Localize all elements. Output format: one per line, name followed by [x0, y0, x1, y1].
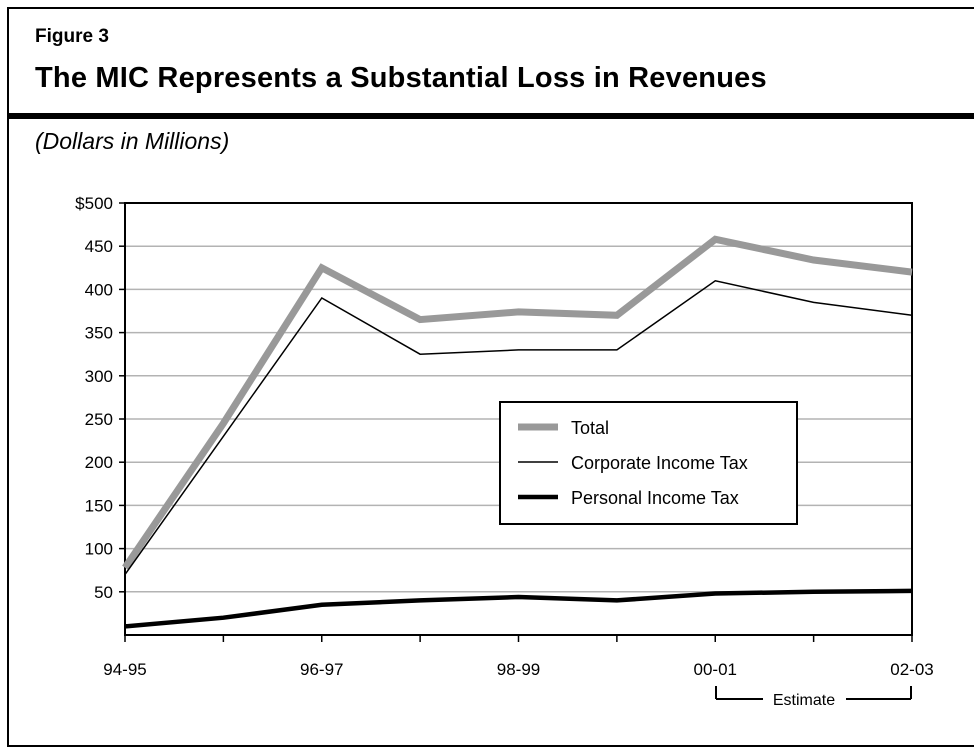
y-tick-label: 400 — [85, 280, 113, 299]
legend-label-personal: Personal Income Tax — [571, 488, 739, 508]
estimate-bracket: Estimate — [715, 686, 912, 709]
y-tick-label: $500 — [75, 194, 113, 213]
figure-subtitle: (Dollars in Millions) — [35, 128, 230, 154]
series-line-total — [122, 235, 913, 570]
y-tick-label: 100 — [85, 540, 113, 559]
y-tick-label: 450 — [85, 237, 113, 256]
y-tick-label: 350 — [85, 324, 113, 343]
legend-label-corporate: Corporate Income Tax — [571, 453, 748, 473]
x-tick-label: 96-97 — [300, 660, 343, 679]
x-tick-label: 02-03 — [890, 660, 933, 679]
x-tick-label: 94-95 — [103, 660, 146, 679]
x-tick-label: 98-99 — [497, 660, 540, 679]
figure-label: Figure 3 — [35, 26, 109, 47]
y-tick-label: 250 — [85, 410, 113, 429]
y-axis-ticks: $500 450 400 350 300 250 200 150 100 50 — [75, 194, 125, 602]
figure-title: The MIC Represents a Substantial Loss in… — [35, 62, 767, 94]
legend-box — [499, 401, 798, 525]
legend: Total Corporate Income Tax Personal Inco… — [499, 401, 798, 525]
series-line-corporate — [124, 279, 913, 575]
series-line-personal — [124, 588, 913, 629]
x-axis-ticks: 94-95 96-97 98-99 00-01 02-03 — [103, 635, 934, 679]
y-tick-label: 200 — [85, 453, 113, 472]
y-tick-label: 150 — [85, 496, 113, 515]
y-tick-label: 50 — [94, 583, 113, 602]
legend-label-total: Total — [571, 418, 609, 438]
title-divider — [9, 113, 974, 119]
y-tick-label: 300 — [85, 367, 113, 386]
estimate-label: Estimate — [773, 692, 835, 709]
series-lines — [122, 235, 913, 629]
x-tick-label: 00-01 — [694, 660, 737, 679]
